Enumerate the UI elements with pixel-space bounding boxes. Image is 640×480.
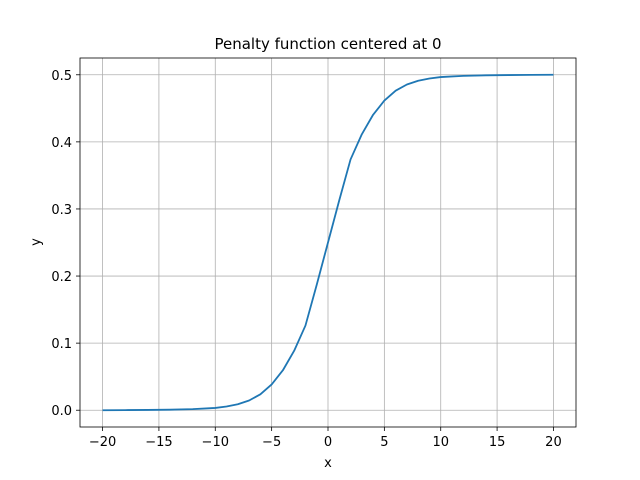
y-tick-label: 0.5 bbox=[51, 69, 72, 84]
x-tick-label: −5 bbox=[262, 435, 281, 450]
y-axis-label: y bbox=[29, 238, 44, 246]
x-tick-label: 15 bbox=[489, 435, 506, 450]
x-tick-label: 10 bbox=[432, 435, 449, 450]
series-line bbox=[102, 73, 554, 412]
x-tick-label: −15 bbox=[145, 435, 172, 450]
y-tick-label: 0.0 bbox=[51, 404, 72, 419]
y-tick-label: 0.2 bbox=[51, 270, 72, 285]
x-tick-label: 5 bbox=[380, 435, 388, 450]
chart-title: Penalty function centered at 0 bbox=[214, 35, 441, 53]
x-axis-label: x bbox=[324, 456, 332, 471]
y-tick-label: 0.1 bbox=[51, 337, 72, 352]
axis-ticks: −20 −15 −10 −5 0 5 10 15 20 0.0 0.1 0.2 0.3 0.4 0.5 bbox=[51, 69, 561, 450]
y-tick-label: 0.4 bbox=[51, 136, 72, 151]
x-tick-label: 0 bbox=[324, 435, 332, 450]
y-tick-label: 0.3 bbox=[51, 203, 72, 218]
x-tick-label: −20 bbox=[89, 435, 116, 450]
x-tick-label: −10 bbox=[202, 435, 229, 450]
x-tick-label: 20 bbox=[545, 435, 562, 450]
series-layer bbox=[102, 73, 554, 412]
